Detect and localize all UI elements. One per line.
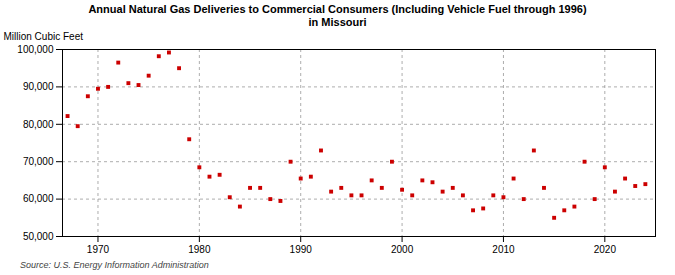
svg-text:2000: 2000 (391, 244, 414, 255)
svg-text:2010: 2010 (492, 244, 515, 255)
svg-text:1980: 1980 (188, 244, 211, 255)
svg-text:1990: 1990 (290, 244, 313, 255)
svg-text:Million Cubic Feet: Million Cubic Feet (4, 31, 84, 42)
html-text:Annual Natural Gas Deliveries: Annual Natural Gas Deliveries to Commerc… (88, 3, 587, 15)
svg-text:2020: 2020 (594, 244, 617, 255)
html-text:in Missouri: in Missouri (308, 16, 367, 28)
svg-text:1970: 1970 (87, 244, 110, 255)
svg-text:50,000: 50,000 (23, 231, 54, 242)
svg-text:100,000: 100,000 (17, 44, 54, 55)
svg-text:70,000: 70,000 (23, 156, 54, 167)
svg-text:60,000: 60,000 (23, 193, 54, 204)
svg-text:80,000: 80,000 (23, 119, 54, 130)
html-text:Source: U.S. Energy Informatio: Source: U.S. Energy Information Administ… (20, 260, 209, 270)
svg-text:90,000: 90,000 (23, 81, 54, 92)
